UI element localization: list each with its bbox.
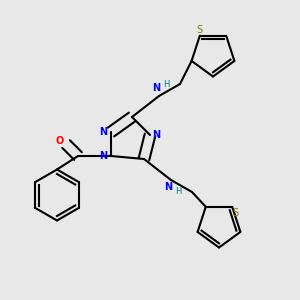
Text: S: S	[232, 208, 238, 218]
Text: N: N	[152, 83, 160, 94]
Text: N: N	[164, 182, 172, 193]
Text: N: N	[152, 130, 160, 140]
Text: S: S	[197, 25, 203, 35]
Text: H: H	[175, 187, 182, 196]
Text: N: N	[99, 127, 108, 137]
Text: O: O	[56, 136, 64, 146]
Text: N: N	[99, 151, 108, 161]
Text: H: H	[163, 80, 170, 89]
